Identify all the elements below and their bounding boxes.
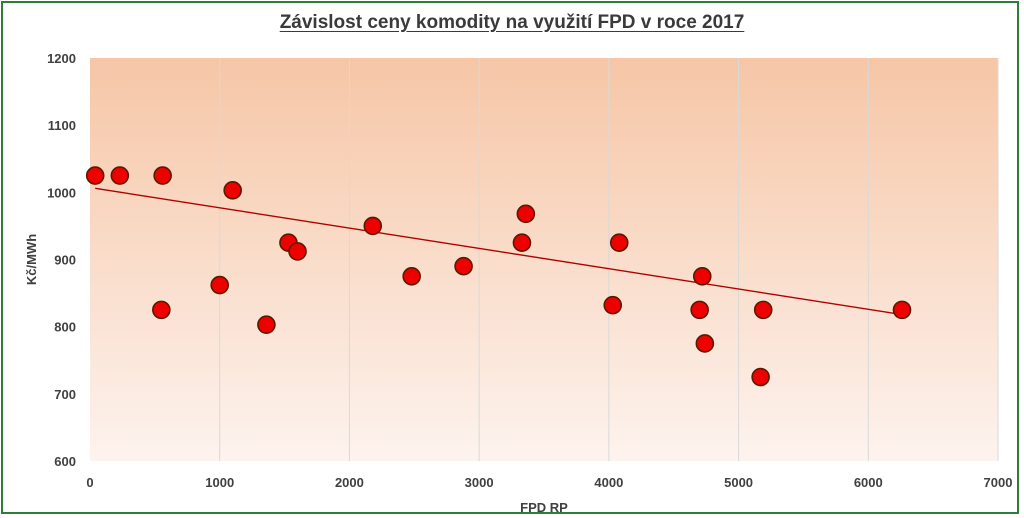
x-tick-label: 1000 bbox=[205, 475, 234, 490]
data-point bbox=[603, 295, 623, 315]
data-points bbox=[85, 166, 912, 387]
x-tick-label: 5000 bbox=[724, 475, 753, 490]
x-tick-label: 6000 bbox=[854, 475, 883, 490]
data-point bbox=[692, 266, 712, 286]
y-axis-label: Kč/MWh bbox=[24, 234, 39, 285]
data-point bbox=[152, 300, 171, 320]
data-point bbox=[288, 242, 307, 261]
x-tick-label: 3000 bbox=[465, 475, 494, 490]
data-point bbox=[454, 256, 473, 276]
data-point bbox=[402, 266, 421, 286]
y-tick-label: 600 bbox=[54, 454, 76, 469]
chart-title: Závislost ceny komodity na využití FPD v… bbox=[279, 12, 745, 33]
data-point bbox=[512, 233, 532, 253]
x-axis-label: FPD RP bbox=[520, 500, 568, 515]
gridlines bbox=[219, 58, 999, 461]
trendline bbox=[95, 187, 903, 316]
y-axis-ticks: 600 700 800 900 1000 1100 1200 bbox=[47, 51, 76, 469]
data-point bbox=[210, 275, 230, 295]
x-tick-label: 0 bbox=[86, 475, 93, 490]
x-tick-label: 4000 bbox=[594, 475, 623, 490]
data-point bbox=[690, 300, 709, 320]
data-point bbox=[892, 300, 912, 320]
data-point bbox=[153, 166, 172, 185]
data-point bbox=[110, 166, 130, 185]
data-point bbox=[257, 315, 276, 334]
y-tick-label: 1200 bbox=[47, 51, 76, 66]
data-point bbox=[751, 367, 770, 387]
data-point bbox=[85, 166, 105, 185]
y-tick-label: 800 bbox=[54, 320, 76, 335]
x-axis-ticks: 0 1000 2000 3000 4000 5000 6000 7000 bbox=[86, 475, 1012, 490]
data-point bbox=[753, 300, 773, 320]
data-point bbox=[695, 334, 715, 353]
x-tick-label: 7000 bbox=[984, 475, 1013, 490]
trendline-layer bbox=[95, 187, 903, 316]
y-tick-label: 900 bbox=[54, 253, 76, 268]
y-tick-label: 1000 bbox=[47, 185, 76, 200]
x-tick-label: 2000 bbox=[335, 475, 364, 490]
y-tick-label: 1100 bbox=[48, 118, 76, 133]
plot-area bbox=[90, 58, 998, 461]
data-point bbox=[223, 181, 242, 200]
data-point bbox=[609, 233, 629, 253]
y-tick-label: 700 bbox=[54, 387, 76, 402]
data-point bbox=[516, 204, 536, 224]
data-point bbox=[363, 216, 383, 236]
